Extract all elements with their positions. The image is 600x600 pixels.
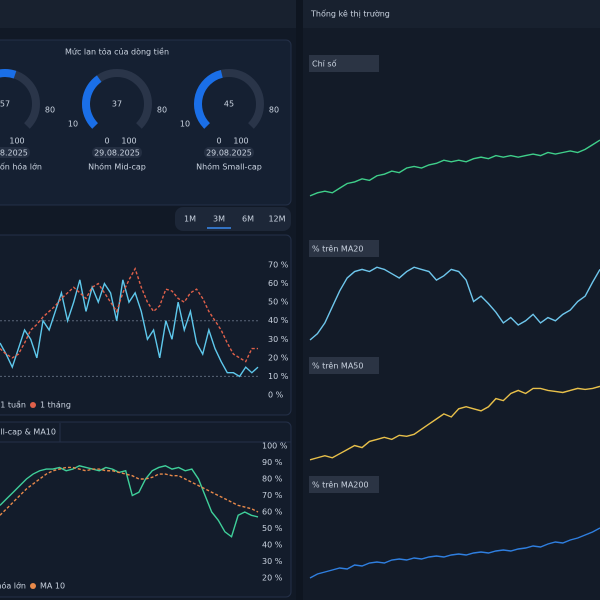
gauge-marker: 80: [269, 106, 279, 115]
chart-card: [0, 234, 292, 416]
gauge-marker: 10: [68, 120, 78, 129]
period-button[interactable]: 12M: [268, 215, 285, 224]
gauge-fill: [82, 75, 102, 129]
gauge-date: 29.08.2025: [206, 149, 252, 158]
series-line: [309, 266, 600, 341]
legend-label: 1 tháng: [40, 401, 71, 410]
gauge-name: Nhóm Small-cap: [196, 162, 262, 172]
y-tick-label: 30 %: [262, 557, 283, 566]
chart-card: [0, 421, 292, 598]
chart-label-box: [309, 357, 379, 374]
y-tick-label: 100 %: [262, 442, 288, 451]
gauge-value: 45: [224, 100, 234, 109]
legend-label: MA 10: [40, 582, 65, 591]
gauge-name: Nhóm Vốn hóa lớn: [0, 162, 42, 172]
chart-label: Chỉ số: [312, 59, 337, 69]
y-tick-label: 50 %: [268, 298, 289, 307]
gauge-value: 57: [0, 100, 10, 109]
date-pill: [0, 147, 30, 158]
y-tick-label: 70 %: [262, 491, 283, 500]
y-tick-label: 70 %: [268, 261, 289, 270]
right-header: [303, 0, 600, 28]
right-panel: [303, 0, 600, 600]
gauge-date: 29.08.2025: [0, 149, 28, 158]
date-pill: [204, 147, 254, 158]
left-header: [0, 0, 296, 28]
period-button[interactable]: 3M: [213, 215, 225, 224]
y-tick-label: 60 %: [268, 279, 289, 288]
gauge-max: 100: [121, 137, 136, 146]
date-pill: [92, 147, 142, 158]
gauge-max: 100: [9, 137, 24, 146]
y-tick-label: 0 %: [268, 391, 284, 400]
series-line: [309, 139, 600, 197]
series-line: [0, 266, 258, 363]
legend-dot: [30, 583, 36, 589]
series-line: [0, 466, 259, 516]
series-line: [309, 527, 600, 579]
chart-label-box: [309, 240, 379, 257]
y-tick-label: 30 %: [268, 335, 289, 344]
chart-label: % trên MA200: [312, 480, 369, 490]
gauge-value: 37: [112, 100, 122, 109]
series-line: [0, 465, 259, 538]
y-tick-label: 40 %: [268, 316, 289, 325]
gauge-max: 100: [233, 137, 248, 146]
y-tick-label: 50 %: [262, 524, 283, 533]
chart-label-box: [309, 476, 379, 493]
gauge-min: 0: [104, 137, 109, 146]
chart-label-box: [309, 55, 379, 72]
y-tick-label: 40 %: [262, 541, 283, 550]
panel-title: Thống kê thị trường: [310, 9, 390, 20]
tab-label[interactable]: Small-cap & MA10: [0, 428, 56, 437]
gauge-fill: [194, 69, 223, 129]
period-selector: [175, 207, 291, 231]
y-tick-label: 90 %: [262, 458, 283, 467]
gauge-marker: 10: [180, 120, 190, 129]
y-tick-label: 60 %: [262, 508, 283, 517]
chart-label: % trên MA50: [312, 361, 363, 371]
spread-title: Mức lan tỏa của dòng tiền: [65, 47, 169, 57]
y-tick-label: 10 %: [268, 372, 289, 381]
y-tick-label: 20 %: [262, 574, 283, 583]
y-tick-label: 20 %: [268, 353, 289, 362]
gauge-min: 0: [216, 137, 221, 146]
gauge-date: 29.08.2025: [94, 149, 140, 158]
gauge-name: Nhóm Mid-cap: [88, 162, 146, 172]
gauge-marker: 80: [45, 106, 55, 115]
legend-dot: [30, 402, 36, 408]
legend-label: 1 tuần: [0, 400, 26, 410]
series-line: [309, 385, 600, 461]
legend-label: Độ lan tỏa vốn hóa lớn: [0, 581, 26, 591]
gauge-fill: [0, 69, 17, 79]
series-line: [0, 279, 259, 378]
period-button[interactable]: 6M: [242, 215, 254, 224]
gauge-marker: 80: [157, 106, 167, 115]
chart-label: % trên MA20: [312, 244, 363, 254]
period-button[interactable]: 1M: [184, 215, 196, 224]
y-tick-label: 80 %: [262, 475, 283, 484]
